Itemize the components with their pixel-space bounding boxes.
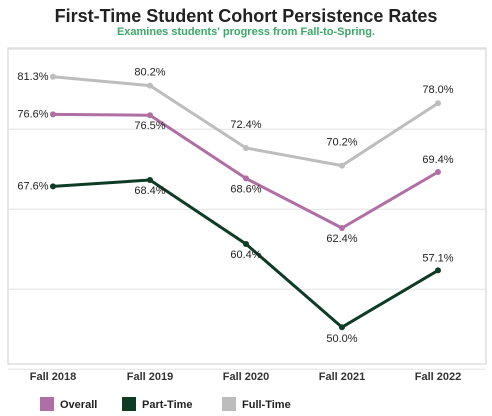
data-point-full-time bbox=[339, 162, 345, 169]
legend-swatch-overall bbox=[40, 397, 54, 411]
series-line-overall bbox=[52, 112, 439, 230]
chart-subtitle: Examines students' progress from Fall-to… bbox=[116, 26, 376, 38]
data-point-overall bbox=[243, 175, 249, 182]
data-label-overall: 62.4% bbox=[326, 233, 357, 245]
data-label-part-time: 68.4% bbox=[134, 185, 165, 197]
legend-swatch-full-time bbox=[222, 397, 236, 411]
data-point-part-time bbox=[147, 177, 153, 183]
data-label-overall: 68.6% bbox=[230, 183, 261, 195]
data-point-overall bbox=[50, 111, 56, 118]
data-point-part-time bbox=[243, 241, 249, 247]
x-tick-label: Fall 2019 bbox=[127, 371, 173, 383]
chart-title: First-Time Student Cohort Persistence Ra… bbox=[54, 6, 438, 26]
data-label-part-time: 57.1% bbox=[422, 252, 453, 264]
legend-label-part-time: Part-Time bbox=[142, 399, 193, 411]
data-point-part-time bbox=[50, 183, 56, 190]
data-point-part-time bbox=[339, 324, 345, 331]
data-point-overall bbox=[435, 169, 441, 175]
data-label-overall: 69.4% bbox=[422, 154, 453, 166]
data-label-full-time: 78.0% bbox=[422, 84, 453, 96]
legend-label-overall: Overall bbox=[60, 399, 97, 411]
data-point-overall bbox=[339, 225, 345, 231]
legend-label-full-time: Full-Time bbox=[242, 399, 291, 411]
data-point-full-time bbox=[50, 73, 56, 80]
data-label-full-time: 80.2% bbox=[134, 67, 165, 79]
data-label-full-time: 70.2% bbox=[326, 137, 357, 149]
x-tick-label: Fall 2018 bbox=[30, 371, 76, 383]
data-label-part-time: 60.4% bbox=[230, 249, 261, 261]
data-label-full-time: 72.4% bbox=[230, 119, 261, 131]
legend-swatch-part-time bbox=[122, 397, 136, 411]
data-point-overall bbox=[147, 112, 153, 119]
data-point-part-time bbox=[435, 267, 441, 274]
data-point-full-time bbox=[435, 100, 441, 107]
data-point-full-time bbox=[147, 82, 153, 89]
plot-frame bbox=[7, 47, 487, 365]
x-tick-label: Fall 2020 bbox=[223, 371, 269, 383]
data-label-part-time: 67.6% bbox=[17, 180, 48, 192]
x-tick-label: Fall 2022 bbox=[415, 371, 461, 383]
data-point-full-time bbox=[243, 145, 249, 151]
data-label-overall: 76.5% bbox=[134, 120, 165, 132]
x-tick-label: Fall 2021 bbox=[319, 371, 365, 383]
data-label-full-time: 81.3% bbox=[17, 71, 48, 83]
data-label-part-time: 50.0% bbox=[326, 333, 357, 345]
data-label-overall: 76.6% bbox=[17, 108, 48, 120]
